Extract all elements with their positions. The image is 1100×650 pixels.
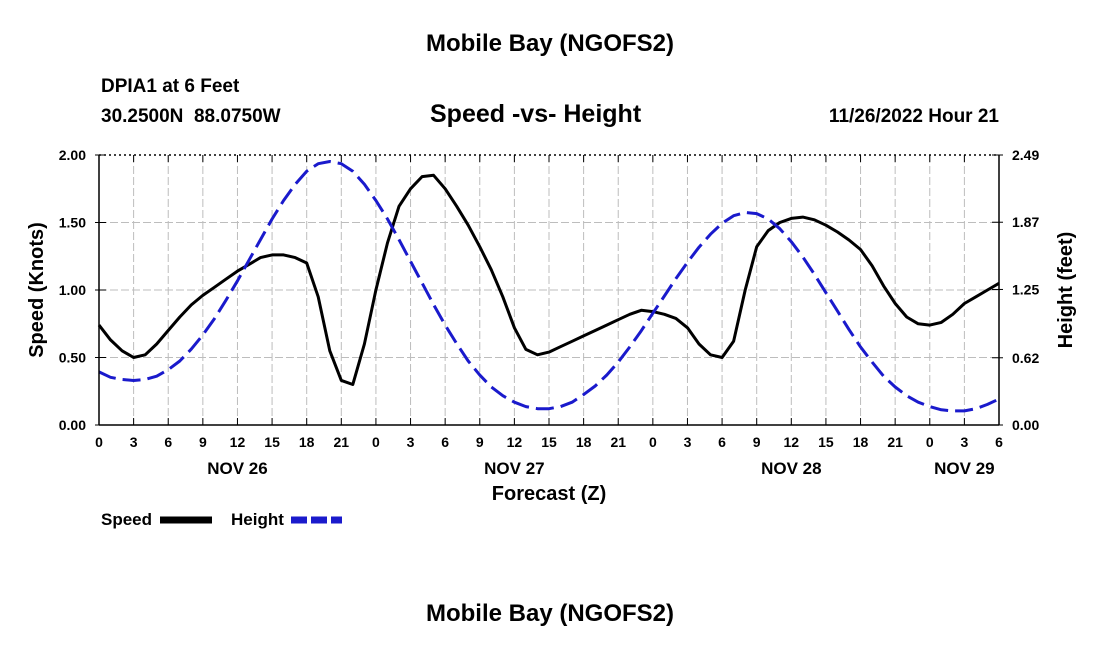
y2-axis-title: Height (feet) (1055, 232, 1077, 349)
day-label: NOV 26 (207, 459, 267, 478)
plot-frame (95, 154, 1003, 426)
x-tick-label: 12 (230, 434, 246, 450)
x-tick-label: 6 (995, 434, 1003, 450)
y2-tick-label: 1.25 (1012, 281, 1039, 297)
x-tick-label: 3 (407, 434, 415, 450)
day-label: NOV 28 (761, 459, 821, 478)
axis-labels: 0 3 6 9 12 15 18 21 0 3 6 9 12 15 18 21 0 3 6 9 12 15 18 21 0 3 60… (59, 147, 1040, 478)
y2-tick-label: 2.49 (1012, 147, 1039, 163)
x-tick-label: 12 (784, 434, 800, 450)
y-tick-label: 0.50 (59, 350, 86, 366)
x-tick-label: 15 (264, 434, 280, 450)
x-tick-label: 0 (649, 434, 657, 450)
x-tick-label: 18 (853, 434, 869, 450)
y2-tick-label: 1.87 (1012, 214, 1039, 230)
x-tick-label: 6 (718, 434, 726, 450)
x-tick-label: 3 (960, 434, 968, 450)
chart-main-title: Mobile Bay (NGOFS2) (425, 30, 675, 57)
x-tick-label: 12 (507, 434, 523, 450)
y-tick-label: 0.00 (59, 417, 86, 433)
plot-title: Speed -vs- Height (430, 100, 642, 128)
x-axis-title: Forecast (Z) (492, 483, 606, 505)
legend-speed-label: Speed (101, 510, 152, 529)
x-tick-label: 0 (95, 434, 103, 450)
station-label: DPIA1 at 6 Feet (101, 76, 240, 97)
x-tick-label: 18 (576, 434, 592, 450)
x-tick-label: 9 (476, 434, 484, 450)
coordinates-label: 30.2500N 88.0750W (101, 106, 281, 127)
x-tick-label: 18 (299, 434, 315, 450)
series-lines (97, 160, 1000, 413)
x-tick-label: 21 (610, 434, 626, 450)
x-tick-label: 0 (926, 434, 934, 450)
grid-lines (99, 155, 999, 425)
y-tick-label: 2.00 (59, 147, 86, 163)
legend: Speed Height (101, 510, 342, 529)
x-tick-label: 9 (753, 434, 761, 450)
footer-title: Mobile Bay (NGOFS2) (425, 600, 675, 627)
x-tick-label: 15 (818, 434, 834, 450)
x-tick-label: 21 (887, 434, 903, 450)
legend-height-label: Height (231, 510, 284, 529)
x-tick-label: 9 (199, 434, 207, 450)
y-axis-title: Speed (Knots) (26, 222, 48, 358)
x-tick-label: 21 (334, 434, 350, 450)
x-tick-label: 15 (541, 434, 557, 450)
x-tick-label: 3 (684, 434, 692, 450)
x-tick-label: 6 (164, 434, 172, 450)
y-tick-label: 1.50 (59, 215, 86, 231)
day-label: NOV 29 (934, 459, 994, 478)
speed-series-line (97, 173, 1000, 386)
height-series-line (98, 160, 1000, 413)
datetime-label: 11/26/2022 Hour 21 (828, 106, 999, 127)
y2-tick-label: 0.00 (1012, 417, 1039, 433)
x-tick-label: 3 (130, 434, 138, 450)
day-label: NOV 27 (484, 459, 544, 478)
x-tick-label: 6 (441, 434, 449, 450)
y2-tick-label: 0.62 (1012, 350, 1039, 366)
x-tick-label: 0 (372, 434, 380, 450)
y-tick-label: 1.00 (59, 282, 86, 298)
